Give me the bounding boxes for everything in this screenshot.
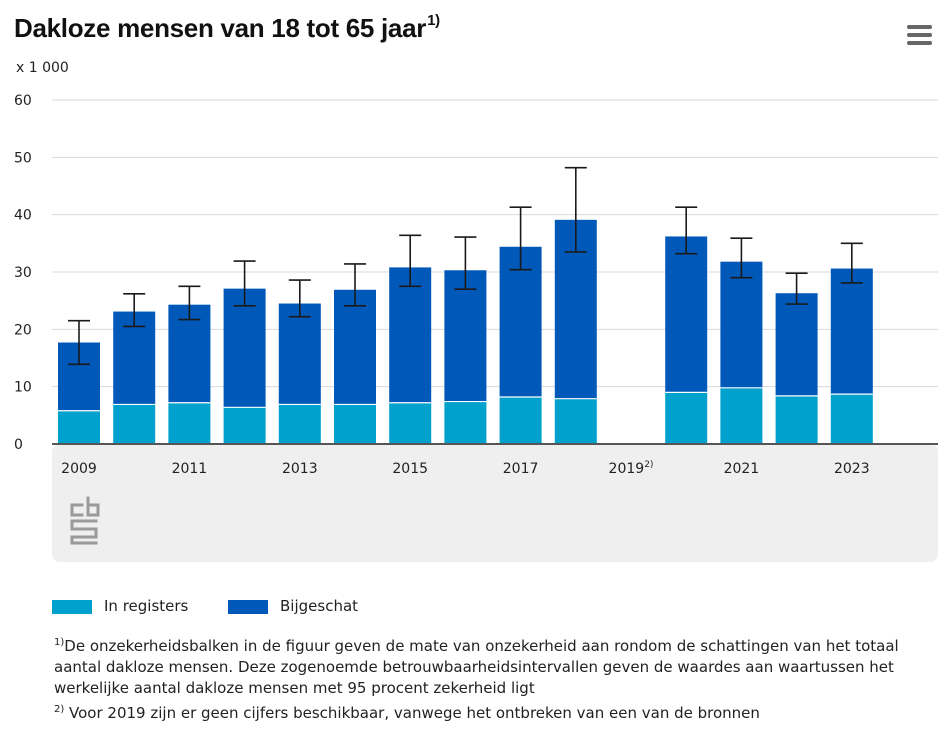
- bar-estimated: [389, 267, 432, 403]
- bar-estimated: [334, 289, 376, 405]
- chart-title-footnote-marker: 1): [427, 12, 440, 29]
- menu-line: [907, 25, 932, 29]
- bar-registers: [168, 402, 211, 444]
- logo-stroke: [70, 519, 98, 545]
- bar-estimated: [168, 304, 211, 403]
- bar-registers: [665, 392, 708, 444]
- bar-estimated: [665, 236, 708, 393]
- legend-label-registers: In registers: [104, 597, 189, 615]
- legend-swatch-estimated: [228, 600, 268, 614]
- x-tick-footnote-marker: 2): [644, 460, 653, 470]
- bar-registers: [444, 401, 487, 444]
- logo-stroke: [86, 496, 100, 517]
- y-axis-unit-label: x 1 000: [16, 60, 69, 76]
- bar-estimated: [830, 268, 873, 395]
- y-tick-label: 10: [14, 380, 32, 396]
- x-tick-label: 2015: [392, 461, 428, 477]
- bar-estimated: [775, 293, 818, 396]
- bar-registers: [720, 387, 763, 444]
- logo-stroke: [70, 503, 84, 517]
- footnotes: 1)De onzekerheidsbalken in de figuur gev…: [54, 632, 934, 724]
- bars: [58, 219, 873, 444]
- y-axis-ticks: 0 10 20 30 40 50 60: [14, 93, 32, 453]
- x-tick-label: 2013: [282, 461, 318, 477]
- footnote-1-marker: 1): [54, 637, 65, 648]
- bar-registers: [830, 394, 873, 444]
- bar-registers: [499, 396, 542, 444]
- y-tick-label: 60: [14, 93, 32, 109]
- y-tick-label: 0: [14, 437, 23, 453]
- footnote-2-marker: 2): [54, 704, 65, 715]
- bar-registers: [223, 407, 266, 444]
- y-tick-label: 40: [14, 208, 32, 224]
- legend-swatch-registers: [52, 600, 92, 614]
- bar-registers: [334, 404, 376, 444]
- bar-registers: [389, 402, 432, 444]
- x-tick-label: 2021: [724, 461, 760, 477]
- bar-registers: [775, 395, 818, 444]
- footnote-1-text: De onzekerheidsbalken in de figuur geven…: [54, 637, 899, 697]
- bar-estimated: [278, 303, 321, 405]
- bar-registers: [554, 398, 597, 444]
- x-tick-label: 2017: [503, 461, 539, 477]
- footnote-2-text: Voor 2019 zijn er geen cijfers beschikba…: [64, 704, 760, 722]
- menu-line: [907, 33, 932, 37]
- x-tick-label: 20192): [609, 460, 654, 477]
- y-tick-label: 20: [14, 322, 32, 338]
- hamburger-menu-icon[interactable]: [904, 22, 934, 48]
- y-tick-label: 30: [14, 265, 32, 281]
- footnote-1: 1)De onzekerheidsbalken in de figuur gev…: [54, 632, 934, 699]
- bar-estimated: [720, 261, 763, 388]
- x-tick-label: 2009: [61, 461, 97, 477]
- menu-line: [907, 41, 932, 45]
- bar-registers: [113, 404, 156, 444]
- x-tick-label: 2011: [172, 461, 208, 477]
- x-tick-label: 2023: [834, 461, 870, 477]
- y-tick-label: 50: [14, 150, 32, 166]
- legend-label-estimated: Bijgeschat: [280, 597, 359, 615]
- bar-estimated: [499, 246, 542, 397]
- cbs-logo-icon: [70, 496, 100, 545]
- bar-registers: [58, 410, 100, 444]
- plot-footer-background: [52, 444, 938, 562]
- footnote-2: 2) Voor 2019 zijn er geen cijfers beschi…: [54, 699, 934, 724]
- bar-estimated: [444, 270, 487, 402]
- chart-title: Dakloze mensen van 18 tot 65 jaar1): [14, 12, 440, 44]
- chart-title-text: Dakloze mensen van 18 tot 65 jaar: [14, 13, 427, 43]
- error-bars: [68, 166, 863, 366]
- chart-area: 0 10 20 30 40 50 60 2009 2011 2013 2015 2017 20192)…: [14, 93, 938, 562]
- bar-registers: [278, 404, 321, 444]
- plot-footer-band: [52, 444, 938, 562]
- x-axis-ticks: 2009 2011 2013 2015 2017 20192) 2021 2023: [61, 460, 869, 477]
- bar-estimated: [223, 288, 266, 408]
